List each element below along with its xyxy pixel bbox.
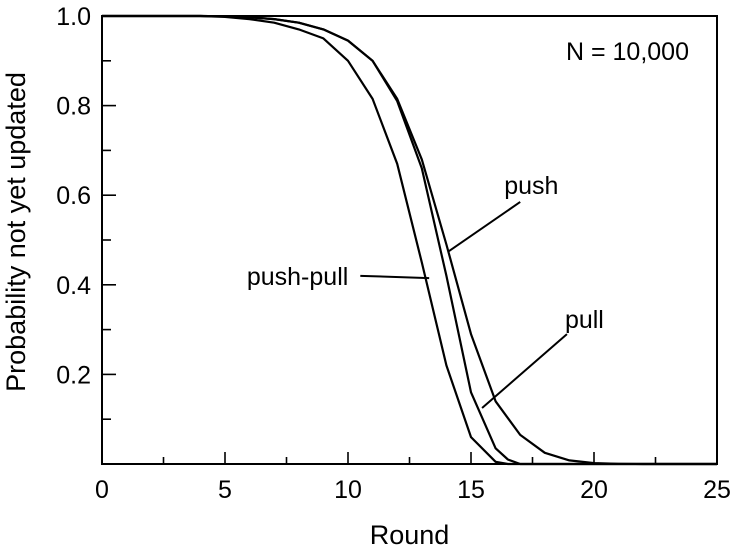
series-line-push-pull: [102, 14, 717, 466]
axis-tick-labels: 0 5 10 15 20 25 0.2 0.4 0.6 0.8 1.0: [56, 3, 731, 504]
x-tick-label: 20: [580, 476, 608, 504]
x-tick-label: 0: [95, 476, 109, 504]
series-label-leaders: [360, 201, 568, 409]
series-labels: push pull push-pull: [247, 172, 604, 334]
y-tick-label: 0.2: [56, 361, 91, 389]
y-tick-label: 0.6: [56, 182, 91, 210]
x-tick-label: 15: [457, 476, 485, 504]
series-line-push: [102, 14, 717, 466]
series-lines: [102, 14, 717, 466]
series-label-push: push: [504, 172, 558, 200]
x-tick-label: 25: [703, 476, 731, 504]
x-tick-label: 5: [218, 476, 232, 504]
series-label-push-pull: push-pull: [247, 263, 348, 291]
y-tick-label: 1.0: [56, 3, 91, 31]
y-tick-label: 0.8: [56, 93, 91, 121]
axis-ticks: [101, 15, 718, 464]
y-tick-label: 0.4: [56, 272, 91, 300]
x-axis-title: Round: [370, 520, 450, 550]
leader-line-pull: [481, 333, 568, 409]
x-tick-label: 10: [334, 476, 362, 504]
y-axis-title: Probability not yet updated: [1, 72, 31, 392]
series-line-pull: [102, 14, 717, 466]
series-label-pull: pull: [565, 306, 604, 334]
leader-line-push-pull: [360, 274, 430, 280]
leader-line-push: [448, 201, 521, 253]
plot-frame: [101, 15, 718, 465]
sample-size-annotation: N = 10,000: [566, 38, 689, 66]
